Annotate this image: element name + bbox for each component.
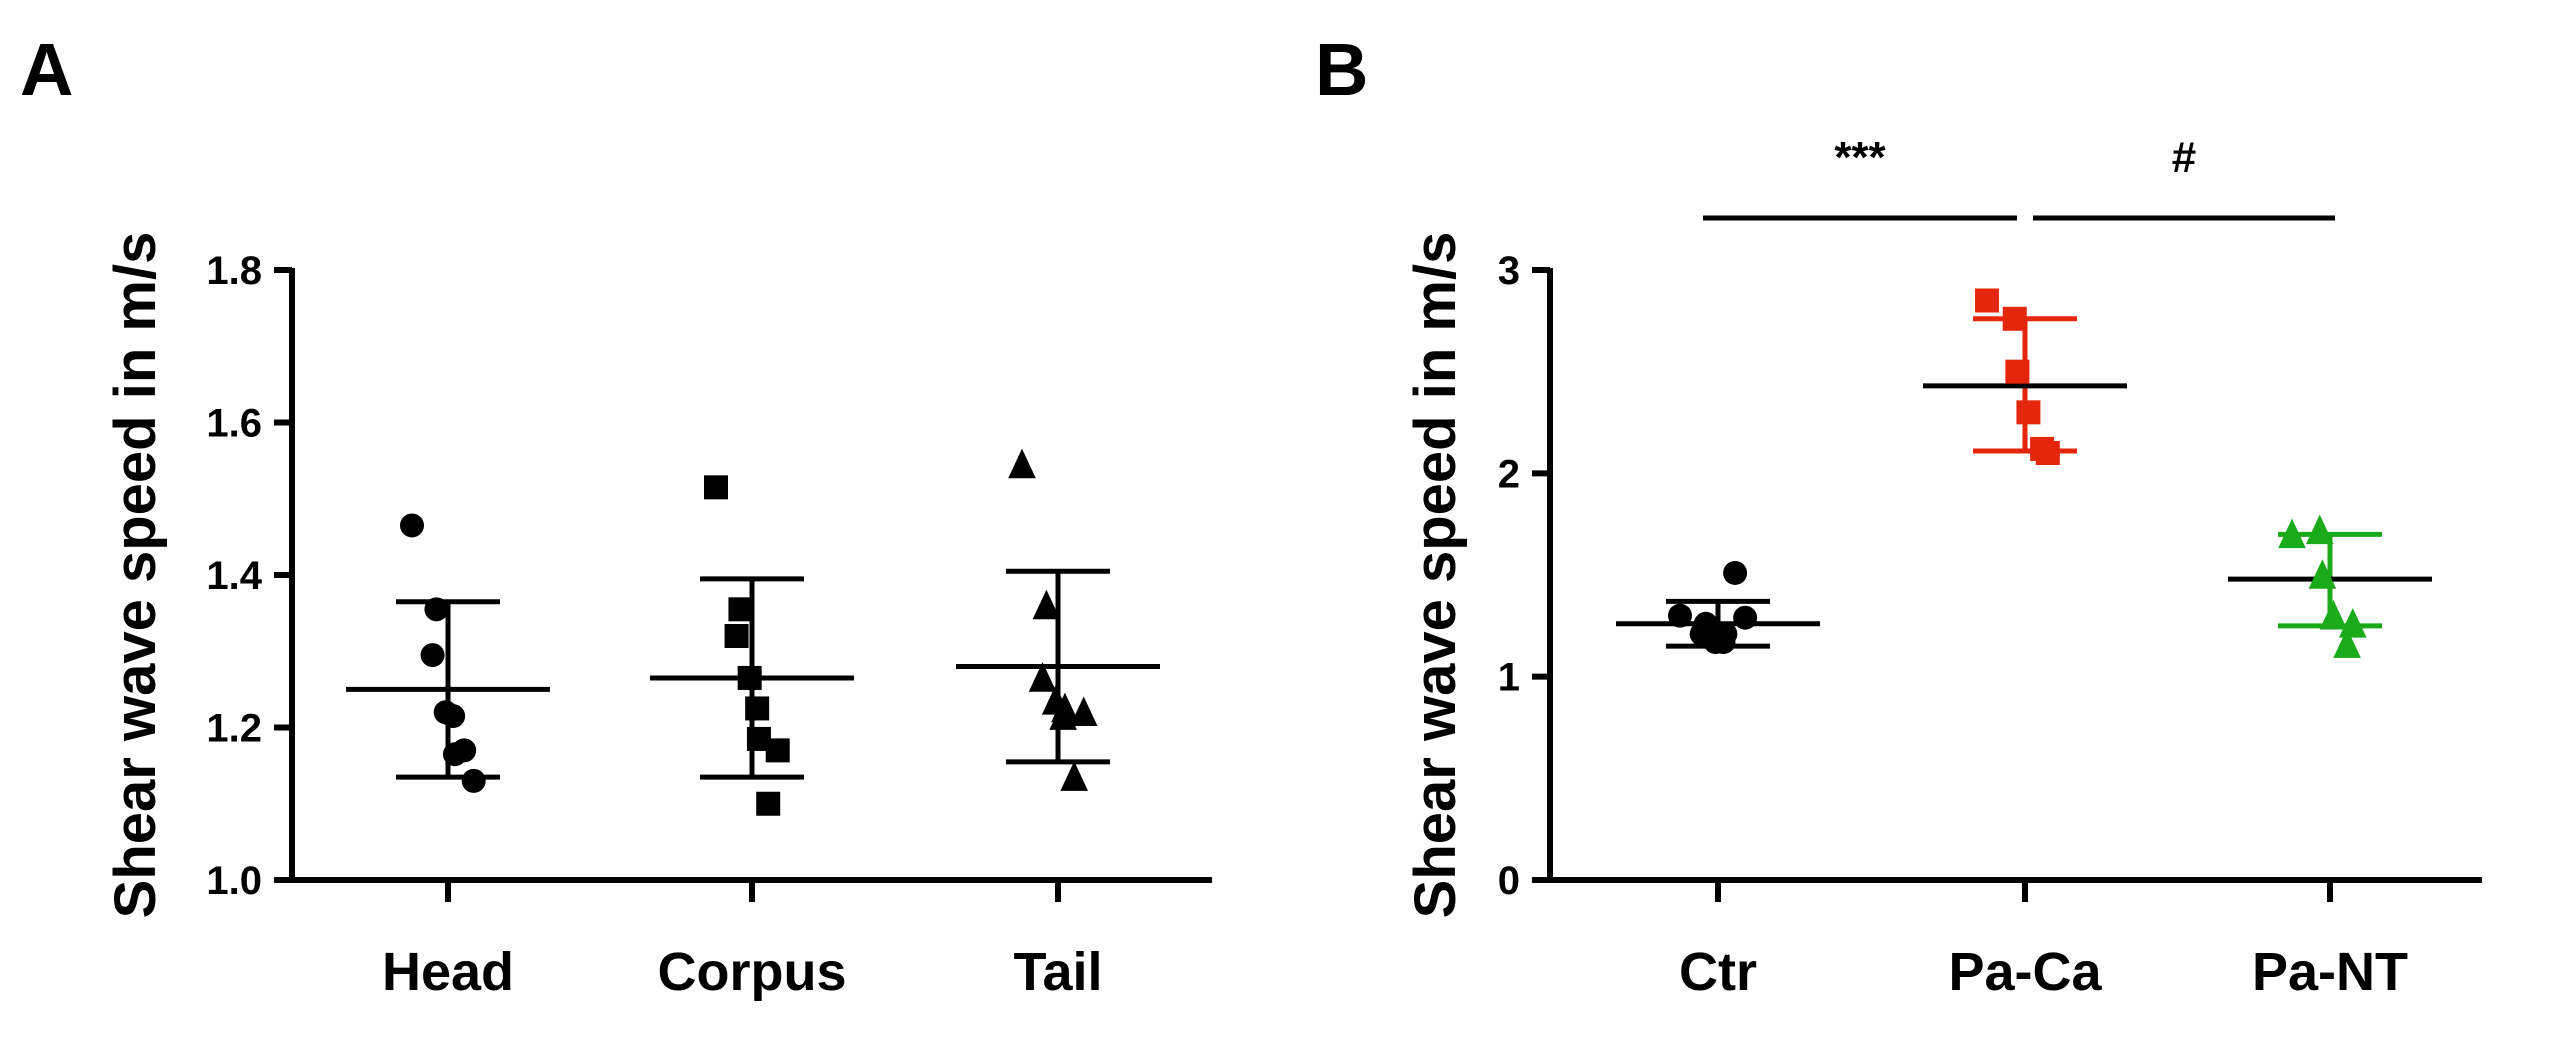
significance-label: *** (1834, 133, 1886, 182)
data-point (461, 768, 486, 793)
panel-a: A Shear wave speed in m/s 1.0 1.2 1.4 1.6 1.8 H… (20, 28, 1212, 1002)
data-point (2016, 400, 2041, 425)
data-point (441, 704, 466, 729)
y-tick-label: 1.8 (206, 249, 262, 293)
data-point (765, 738, 790, 763)
y-tick-label: 1.6 (206, 402, 262, 446)
significance-label: # (2172, 133, 2196, 182)
data-point (1069, 696, 1098, 727)
data-point (1975, 288, 1999, 313)
data-point (2005, 359, 2030, 384)
data-point (2333, 628, 2361, 658)
data-point (745, 696, 770, 721)
data-point (756, 791, 781, 816)
data-point (728, 597, 753, 622)
x-tick-label: Corpus (658, 942, 847, 1002)
data-point (400, 513, 424, 538)
data-point (1723, 560, 1748, 585)
panel-letter: A (20, 28, 73, 111)
data-point (1668, 603, 1692, 628)
data-point (1051, 692, 1079, 723)
data-point (420, 643, 445, 668)
x-tick-label: Head (382, 942, 514, 1002)
data-point (704, 475, 728, 500)
data-point (2308, 559, 2337, 589)
data-point (1060, 761, 1088, 791)
y-axis-label: Shear wave speed in m/s (1403, 232, 1468, 919)
data-point (1733, 605, 1758, 630)
x-tick-label: Tail (1013, 942, 1102, 1002)
data-point (452, 738, 477, 763)
data-point (2030, 436, 2055, 461)
data-point (724, 624, 749, 648)
data-point (424, 597, 449, 622)
data-point (2002, 306, 2027, 331)
panel-b: B Shear wave speed in m/s 0 1 2 3 Ctr Pa-Ca Pa-N… (1315, 28, 2482, 1002)
data-point (2278, 518, 2306, 549)
panel-letter: B (1315, 28, 1368, 111)
data-point (1008, 448, 1036, 479)
x-tick-label: Pa-NT (2252, 942, 2408, 1002)
data-point (2339, 608, 2367, 638)
data-point (2319, 599, 2348, 630)
data-point (2305, 514, 2334, 545)
data-point (1028, 662, 1057, 692)
data-point (1032, 589, 1061, 620)
y-tick-label: 1.4 (206, 554, 262, 598)
y-tick-label: 2 (1498, 452, 1520, 496)
x-tick-label: Pa-Ca (1948, 942, 2102, 1002)
data-point (737, 665, 762, 690)
y-tick-label: 1.2 (206, 707, 262, 751)
y-tick-label: 1 (1498, 656, 1520, 700)
x-tick-label: Ctr (1679, 942, 1757, 1002)
data-point (1713, 621, 1738, 646)
y-axis-label: Shear wave speed in m/s (103, 232, 168, 919)
y-tick-label: 3 (1498, 249, 1520, 293)
y-tick-label: 0 (1498, 859, 1520, 903)
y-tick-label: 1.0 (206, 859, 262, 903)
